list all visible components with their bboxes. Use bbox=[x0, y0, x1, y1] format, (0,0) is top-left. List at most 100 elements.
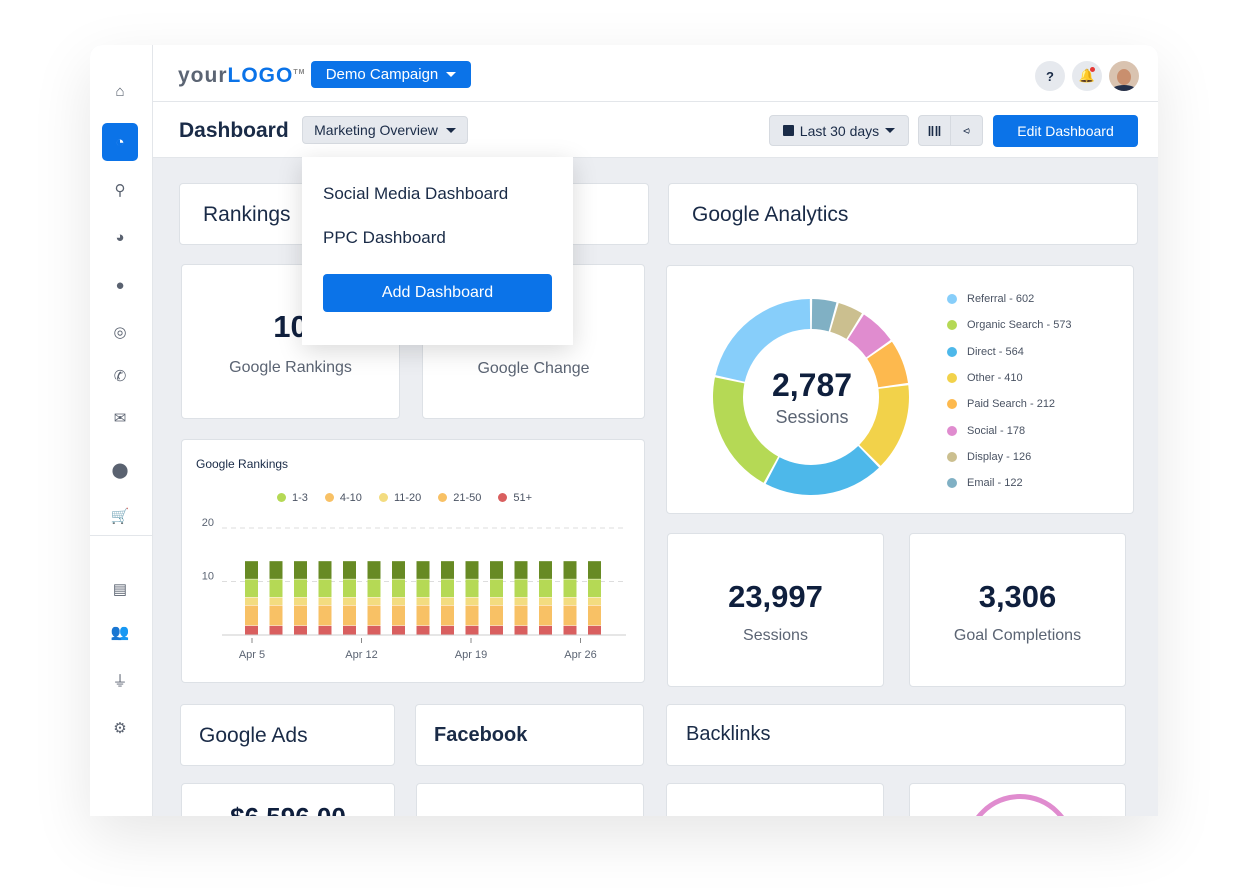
legend-item[interactable]: Paid Search - 212 bbox=[947, 398, 1055, 410]
bar-segment bbox=[514, 597, 528, 606]
campaign-selector[interactable]: Demo Campaign bbox=[311, 61, 471, 88]
stacked-bar-chart: 10 20 Apr 5 Apr 12 Apr 19 Apr 26 bbox=[202, 517, 626, 661]
calendar-icon bbox=[782, 125, 794, 136]
share-icon: ⪦ bbox=[963, 123, 970, 137]
campaign-label: Demo Campaign bbox=[325, 66, 439, 83]
legend-item[interactable]: 21-50 bbox=[438, 492, 481, 504]
sessions-donut-card: 2,787 Sessions Referral - 602 Organic Sea… bbox=[666, 265, 1134, 514]
bar-segment bbox=[490, 597, 503, 606]
notification-dot bbox=[1090, 67, 1095, 72]
legend-item[interactable]: Display - 126 bbox=[947, 451, 1031, 463]
section-title: Rankings bbox=[203, 203, 291, 226]
cart-icon[interactable]: 🛒 bbox=[110, 508, 130, 525]
legend-item[interactable]: 11-20 bbox=[378, 492, 421, 504]
bar-segment bbox=[318, 605, 332, 626]
kpi-value: 10 bbox=[273, 309, 308, 344]
bar-segment bbox=[539, 597, 552, 606]
bar-segment bbox=[269, 605, 283, 626]
sliders-icon: ‖‖ bbox=[927, 122, 942, 139]
bar-segment bbox=[465, 605, 479, 626]
legend-item[interactable]: Direct - 564 bbox=[947, 346, 1024, 358]
donut-ring bbox=[942, 784, 1098, 816]
bar-segment bbox=[490, 605, 503, 626]
top-bar: yourLOGOTM Demo Campaign ? 🔔 bbox=[153, 45, 1158, 102]
avatar[interactable] bbox=[1109, 61, 1139, 91]
bar-segment bbox=[245, 579, 258, 598]
legend-item[interactable]: Organic Search - 573 bbox=[947, 319, 1072, 331]
dashboard-selector-label: Marketing Overview bbox=[314, 122, 438, 138]
menu-item-social-media-dashboard[interactable]: Social Media Dashboard bbox=[323, 184, 509, 203]
dashboard-icon[interactable]: ◔ bbox=[102, 123, 138, 161]
bar-segment bbox=[514, 625, 528, 635]
menu-item-ppc-dashboard[interactable]: PPC Dashboard bbox=[323, 228, 446, 247]
legend-item[interactable]: 1-3 bbox=[277, 492, 308, 504]
kpi-value: 3,306 bbox=[978, 579, 1057, 614]
bar-segment bbox=[367, 605, 381, 626]
mail-icon[interactable]: ✉ bbox=[113, 410, 127, 427]
bar-segment bbox=[245, 597, 258, 606]
add-dashboard-button[interactable]: Add Dashboard bbox=[323, 274, 552, 312]
date-range-button[interactable]: Last 30 days bbox=[769, 115, 909, 146]
facebook-section-header: Facebook bbox=[415, 704, 644, 766]
dashboard-selector[interactable]: Marketing Overview bbox=[302, 116, 468, 144]
donut-slice bbox=[715, 299, 811, 382]
chart-legend: 1-3 4-10 11-20 21-50 51+ bbox=[277, 492, 532, 504]
chart-title: Google Rankings bbox=[196, 457, 289, 471]
bar-segment bbox=[318, 597, 332, 606]
bar-segment bbox=[514, 605, 528, 626]
bar-segment bbox=[392, 625, 405, 635]
location-pin-icon[interactable]: ⬤ bbox=[111, 462, 129, 479]
notifications-button[interactable]: 🔔 bbox=[1072, 61, 1102, 91]
legend-item[interactable]: Social - 178 bbox=[947, 425, 1025, 437]
phone-icon[interactable]: ✆ bbox=[113, 368, 127, 385]
target-icon[interactable]: ◎ bbox=[113, 324, 127, 341]
bar-segment bbox=[294, 561, 307, 579]
bar-segment bbox=[539, 579, 552, 598]
kpi-label: Goal Completions bbox=[953, 627, 1082, 644]
edit-dashboard-button[interactable]: Edit Dashboard bbox=[993, 115, 1138, 147]
bar-segment bbox=[343, 561, 356, 579]
bar-segment bbox=[539, 625, 552, 635]
bar-segment bbox=[318, 625, 332, 635]
bar-segment bbox=[245, 625, 258, 635]
legend-item[interactable]: 4-10 bbox=[324, 492, 362, 504]
bar-segment bbox=[269, 579, 283, 598]
bar-segment bbox=[343, 605, 356, 626]
x-tick-label: Apr 5 bbox=[239, 649, 265, 661]
bar-segment bbox=[441, 561, 454, 579]
document-icon[interactable]: ▤ bbox=[112, 581, 128, 598]
bar-segment bbox=[367, 561, 381, 579]
legend-item[interactable]: Email - 122 bbox=[947, 477, 1023, 489]
search-icon[interactable]: ⚲ bbox=[114, 182, 126, 199]
page-title: Dashboard bbox=[179, 119, 289, 142]
chat-icon[interactable]: ● bbox=[115, 276, 125, 294]
legend-item[interactable]: Other - 410 bbox=[947, 372, 1023, 384]
bar-segment bbox=[416, 579, 430, 598]
facebook-card bbox=[416, 783, 644, 816]
bar-segment bbox=[416, 597, 430, 606]
kpi-label: Sessions bbox=[743, 627, 808, 644]
plug-icon[interactable]: ⏚ bbox=[112, 672, 128, 690]
pie-chart-icon[interactable]: ◕ bbox=[115, 228, 125, 246]
legend-item[interactable]: Referral - 602 bbox=[947, 293, 1034, 305]
bar-segment bbox=[343, 597, 356, 606]
gear-icon[interactable]: ⚙ bbox=[113, 720, 127, 737]
legend-item[interactable]: 51+ bbox=[498, 492, 532, 504]
filter-button[interactable]: ‖‖ bbox=[918, 115, 951, 146]
users-icon[interactable]: 👥 bbox=[110, 624, 130, 641]
backlinks-donut-card bbox=[909, 783, 1126, 816]
help-icon: ? bbox=[1046, 68, 1054, 84]
bar-segment bbox=[416, 561, 430, 579]
bar-segment bbox=[465, 579, 479, 598]
help-button[interactable]: ? bbox=[1035, 61, 1065, 91]
bar-segment bbox=[514, 561, 528, 579]
share-button[interactable]: ⪦ bbox=[950, 115, 983, 146]
home-icon[interactable]: ⌂ bbox=[115, 82, 125, 100]
sidebar: ⌂ ◔ ⚲ ◕ ● ◎ ✆ ✉ ⬤ 🛒 ▤ 👥 ⏚ ⚙ bbox=[90, 45, 153, 816]
bar-segment bbox=[490, 579, 503, 598]
bar-segment bbox=[514, 579, 528, 598]
bar-segment bbox=[539, 605, 552, 626]
bar-segment bbox=[539, 561, 552, 579]
backlinks-card bbox=[666, 783, 884, 816]
bar-segment bbox=[588, 597, 601, 606]
